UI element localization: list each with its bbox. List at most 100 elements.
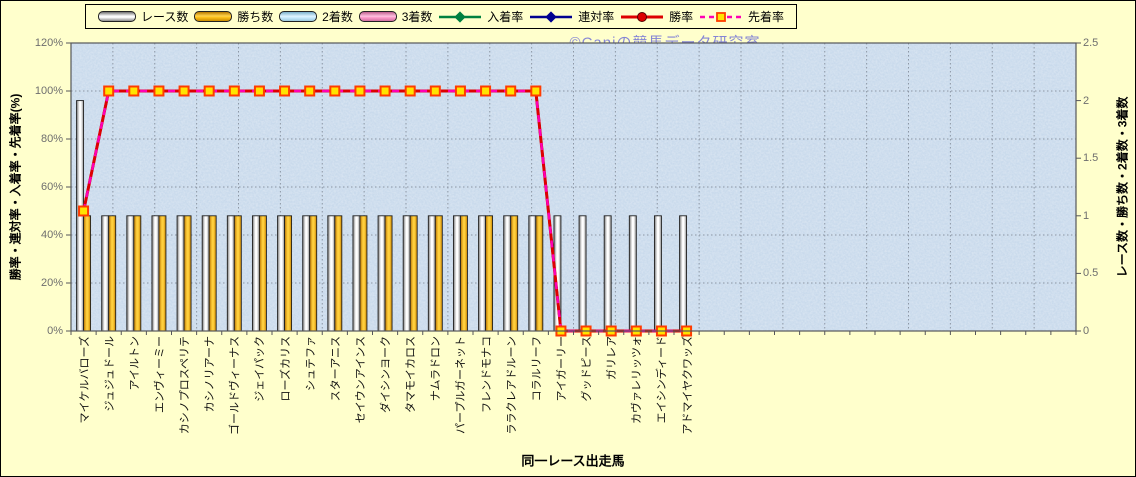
legend-item-second: 2着数 (279, 8, 353, 25)
senchaku-marker (178, 85, 190, 97)
y-left-tick: 20% (40, 277, 63, 289)
win-count-bar (309, 215, 318, 332)
race-bar-swatch-icon (98, 11, 136, 22)
y-right-tick: 2 (1083, 94, 1090, 107)
x-category-label: ガリレア (606, 336, 619, 380)
senchaku-marker (505, 85, 517, 97)
race-count-bar (653, 215, 662, 332)
x-category-label: エンヴィーミー (153, 336, 166, 413)
x-category-label: ダイシンヨーク (380, 336, 393, 413)
x-category-label: ジェイパック (254, 336, 267, 402)
senchaku-marker (454, 85, 466, 97)
senchaku-marker (78, 205, 90, 217)
win-count-bar (359, 215, 368, 332)
y-left-tick: 60% (40, 181, 63, 193)
win-count-bar (384, 215, 393, 332)
x-axis-title: 同一レース出走馬 (521, 453, 625, 469)
x-category-label: グッドピース (581, 336, 594, 402)
race-count-bar (151, 215, 160, 332)
legend-item-nyuchaku: 入着率 (438, 8, 523, 25)
senchaku-line-swatch-icon (699, 11, 742, 22)
x-category-label: セイウンアインス (354, 336, 367, 424)
senchaku-marker (203, 85, 215, 97)
x-category-label: シュテファ (304, 336, 317, 391)
win-count-bar (434, 215, 443, 332)
shoritsu-line-swatch-icon (621, 11, 664, 22)
legend-item-race: レース数 (98, 8, 188, 25)
race-count-bar (101, 215, 110, 332)
y-right-tick: 2.5 (1083, 37, 1099, 49)
x-category-label: カヴァレリッツォ (631, 336, 644, 424)
senchaku-marker (530, 85, 542, 97)
senchaku-marker (228, 85, 240, 97)
x-category-label: エイシンディード (656, 336, 669, 424)
senchaku-marker (480, 85, 492, 97)
win-count-bar (409, 215, 418, 332)
race-count-bar (251, 215, 260, 332)
race-count-bar (628, 215, 637, 332)
race-count-bar (302, 215, 311, 332)
race-count-bar (427, 215, 436, 332)
race-count-bar (176, 215, 185, 332)
win-count-bar (459, 215, 468, 332)
senchaku-marker (304, 85, 316, 97)
race-count-bar (452, 215, 461, 332)
senchaku-marker (128, 85, 140, 97)
race-count-bar (402, 215, 411, 332)
legend-label: レース数 (141, 10, 189, 24)
x-category-label: ローズカリス (279, 336, 292, 402)
legend-item-rentai: 連対率 (529, 8, 614, 25)
x-category-label: アイガーリー (555, 336, 568, 402)
race-count-bar (528, 215, 537, 332)
senchaku-marker (429, 85, 441, 97)
win-count-bar (158, 215, 167, 332)
x-category-label: マイケルバローズ (78, 336, 91, 424)
y-axis-right-title: レース数・勝ち数・2着数・3着数 (1115, 96, 1130, 278)
x-category-label: カシノリアーナ (204, 336, 217, 413)
race-count-bar (352, 215, 361, 332)
y-right-tick: 0.5 (1083, 267, 1099, 280)
y-left-tick: 80% (40, 133, 63, 145)
race-count-bar (277, 215, 286, 332)
y-left-tick: 120% (34, 37, 63, 49)
legend-label: 2着数 (322, 10, 353, 24)
win-bar-swatch-icon (194, 11, 233, 22)
race-count-bar (603, 215, 612, 332)
win-count-bar (133, 215, 142, 332)
senchaku-marker (379, 85, 391, 97)
legend-item-third: 3着数 (358, 8, 432, 25)
legend-label: 連対率 (578, 10, 615, 24)
senchaku-marker (404, 85, 416, 97)
race-count-bar (377, 215, 386, 332)
race-count-bar (226, 215, 235, 332)
win-count-bar (83, 215, 92, 332)
win-count-bar (233, 215, 242, 332)
race-count-bar (327, 215, 336, 332)
y-left-tick: 40% (40, 229, 63, 241)
x-category-label: ララクレアドルーン (505, 336, 518, 435)
senchaku-marker (329, 85, 341, 97)
x-category-label: アイルトン (128, 336, 141, 391)
race-count-bar (503, 215, 512, 332)
win-count-bar (183, 215, 192, 332)
legend-label: 先着率 (747, 10, 784, 24)
x-category-label: ゴールドヴィーナス (229, 336, 242, 435)
legend-item-senchaku: 先着率 (699, 8, 784, 25)
legend-label: 入着率 (487, 10, 524, 24)
senchaku-marker (354, 85, 366, 97)
y-left-tick: 100% (34, 85, 63, 97)
win-count-bar (535, 215, 544, 332)
senchaku-marker (103, 85, 115, 97)
y-right-tick: 1 (1083, 209, 1090, 222)
race-count-bar (126, 215, 135, 332)
x-category-label: パープルガーネット (455, 336, 468, 435)
plot-area (66, 42, 1081, 337)
win-count-bar (334, 215, 343, 332)
race-count-bar (478, 215, 487, 332)
y-left-tick: 0% (47, 325, 63, 337)
win-count-bar (284, 215, 293, 332)
x-category-label: ジュジュドール (103, 336, 116, 412)
legend-item-shoritsu: 勝率 (620, 8, 693, 25)
senchaku-marker (279, 85, 291, 97)
